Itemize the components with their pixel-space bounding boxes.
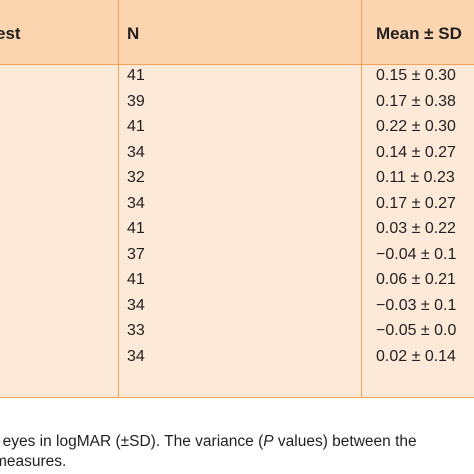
table-row: 39 0.17 ± 0.38 bbox=[0, 93, 474, 113]
cell-n: 34 bbox=[127, 296, 145, 314]
cell-mean-sd: −0.04 ± 0.1 bbox=[376, 245, 457, 263]
table-row: 34 0.14 ± 0.27 bbox=[0, 144, 474, 164]
cell-n: 41 bbox=[127, 118, 145, 135]
table-row: 37 −0.04 ± 0.1 bbox=[0, 246, 474, 266]
cell-mean-sd: 0.17 ± 0.38 bbox=[376, 92, 456, 110]
table-bottom-rule bbox=[0, 397, 474, 398]
cell-n: 41 bbox=[127, 67, 145, 84]
table-row: 41 0.03 ± 0.22 bbox=[0, 220, 474, 240]
table-body: 41 0.15 ± 0.30 39 0.17 ± 0.38 41 0.22 ± 0.30 3… bbox=[0, 65, 474, 398]
header-mean-sd: Mean ± SD bbox=[376, 24, 462, 43]
column-divider bbox=[118, 0, 119, 398]
cell-n: 34 bbox=[127, 194, 145, 212]
header-n: N bbox=[127, 24, 140, 43]
header-test: est bbox=[0, 24, 21, 43]
cell-mean-sd: 0.17 ± 0.27 bbox=[376, 194, 456, 212]
cell-n: 34 bbox=[127, 347, 145, 365]
cell-mean-sd: 0.06 ± 0.21 bbox=[376, 271, 456, 288]
column-divider bbox=[361, 0, 362, 398]
table-footnote-line-2: measures. bbox=[0, 453, 67, 470]
cell-n: 34 bbox=[127, 143, 145, 161]
cell-n: 33 bbox=[127, 322, 145, 339]
table-row: 34 0.17 ± 0.27 bbox=[0, 195, 474, 215]
cell-n: 41 bbox=[127, 271, 145, 288]
table-footnote-line-1: t eyes in logMAR (±SD). The variance (P … bbox=[0, 432, 417, 452]
cell-mean-sd: 0.11 ± 0.23 bbox=[376, 169, 455, 186]
footnote-italic-p: P bbox=[263, 433, 274, 450]
table-row: 41 0.22 ± 0.30 bbox=[0, 118, 474, 138]
table-row: 41 0.06 ± 0.21 bbox=[0, 271, 474, 291]
table-row: 34 0.02 ± 0.14 bbox=[0, 348, 474, 368]
cell-mean-sd: 0.03 ± 0.22 bbox=[376, 220, 456, 237]
footnote-text: t eyes in logMAR (±SD). The variance ( bbox=[0, 433, 264, 450]
cell-mean-sd: 0.15 ± 0.30 bbox=[376, 67, 456, 84]
cell-mean-sd: −0.03 ± 0.1 bbox=[376, 296, 457, 314]
table-row: 41 0.15 ± 0.30 bbox=[0, 67, 474, 87]
cell-n: 41 bbox=[127, 220, 145, 237]
cell-mean-sd: −0.05 ± 0.0 bbox=[376, 322, 457, 339]
table-row: 34 −0.03 ± 0.1 bbox=[0, 297, 474, 317]
cell-n: 32 bbox=[127, 169, 145, 186]
cell-n: 37 bbox=[127, 245, 145, 263]
cell-mean-sd: 0.02 ± 0.14 bbox=[376, 347, 456, 365]
cell-n: 39 bbox=[127, 92, 145, 110]
cell-mean-sd: 0.22 ± 0.30 bbox=[376, 118, 456, 135]
cell-mean-sd: 0.14 ± 0.27 bbox=[376, 143, 456, 161]
footnote-text: values) between the bbox=[273, 433, 417, 450]
table-header-row: est N Mean ± SD bbox=[0, 0, 474, 65]
table-row: 33 −0.05 ± 0.0 bbox=[0, 322, 474, 342]
table-row: 32 0.11 ± 0.23 bbox=[0, 169, 474, 189]
